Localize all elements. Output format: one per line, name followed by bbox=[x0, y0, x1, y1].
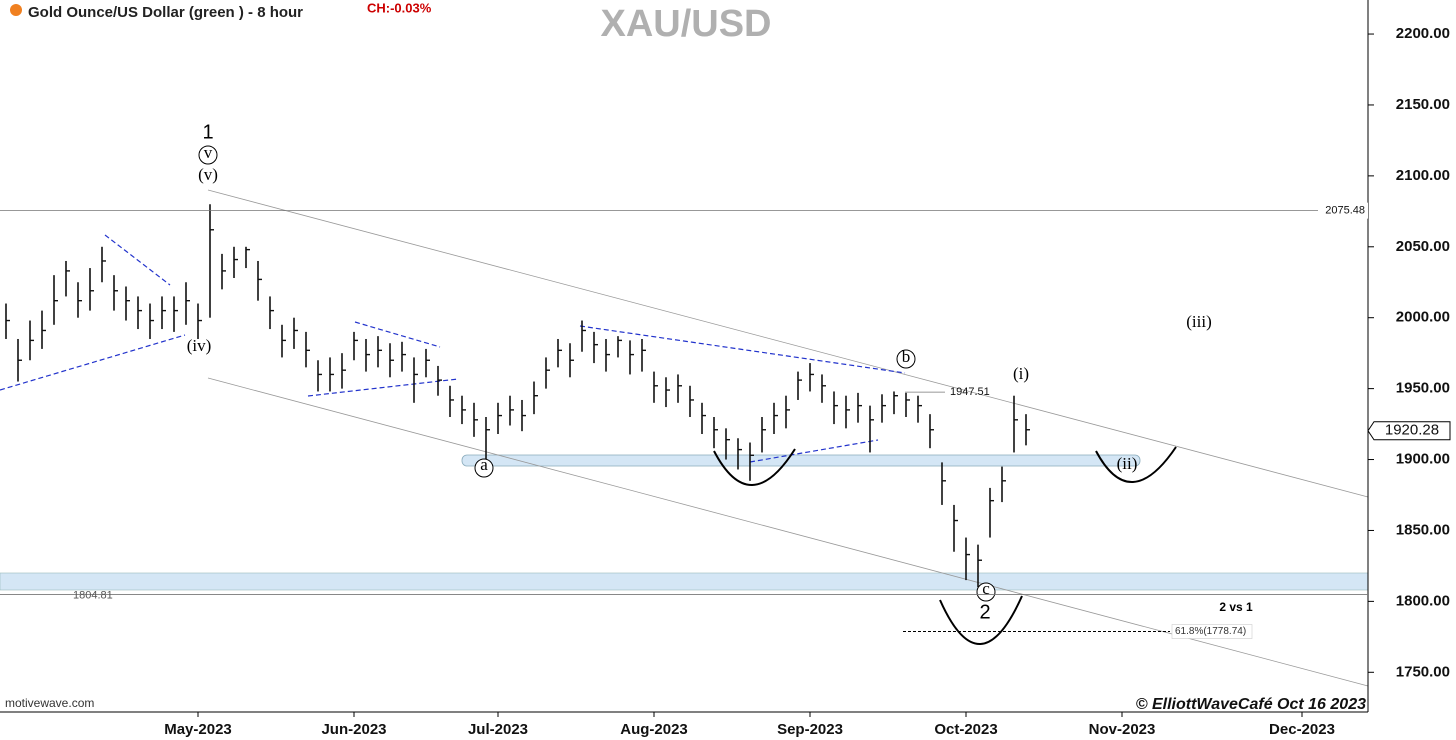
last-price-box bbox=[1367, 421, 1451, 441]
wave-label: (i) bbox=[1013, 364, 1029, 383]
fib-label-box bbox=[1171, 624, 1253, 639]
note: 2 vs 1 bbox=[1219, 600, 1253, 614]
label-circle bbox=[198, 145, 218, 165]
pattern-lines bbox=[0, 234, 906, 463]
wave-label: 1 bbox=[202, 121, 213, 143]
cup-curve bbox=[713, 448, 796, 486]
wave-label: v bbox=[204, 143, 213, 162]
plot-area bbox=[0, 0, 1368, 712]
x-tick-label: Nov-2023 bbox=[1089, 721, 1156, 738]
label-circle bbox=[474, 458, 494, 478]
wave-label: (iv) bbox=[187, 336, 212, 355]
price-bars bbox=[5, 204, 1030, 588]
level-label-bg bbox=[1318, 202, 1368, 219]
trend-line bbox=[749, 439, 879, 463]
level-label: 1947.51 bbox=[950, 386, 990, 398]
wave-label: (ii) bbox=[1117, 454, 1138, 473]
change: CH:-0.03% bbox=[367, 0, 432, 15]
fib-label: 61.8%(1778.74) bbox=[1175, 626, 1246, 637]
support-band bbox=[461, 454, 1141, 467]
cup-curve bbox=[1095, 446, 1177, 483]
trend-line bbox=[307, 378, 459, 397]
x-tick-label: Jun-2023 bbox=[321, 721, 386, 738]
trend-line bbox=[354, 321, 441, 348]
label-circle bbox=[976, 582, 996, 602]
y-tick-label: 2100.00 bbox=[1396, 167, 1450, 184]
support-band bbox=[0, 572, 1369, 591]
y-tick-label: 1950.00 bbox=[1396, 380, 1450, 397]
wave-labels: 1 v (v) (iv) a b (i) (ii) (iii) c 2 2 vs… bbox=[187, 121, 1253, 623]
label-circle bbox=[896, 349, 916, 369]
wave-label: c bbox=[982, 579, 990, 598]
credit: © ElliottWaveCafé Oct 16 2023 bbox=[1136, 696, 1366, 713]
wave-label: a bbox=[480, 455, 488, 474]
source: motivewave.com bbox=[5, 696, 94, 710]
y-tick-label: 1900.00 bbox=[1396, 451, 1450, 468]
x-tick-label: Aug-2023 bbox=[620, 721, 688, 738]
wave-label: (v) bbox=[198, 165, 218, 184]
y-tick-label: 1750.00 bbox=[1396, 663, 1450, 680]
level-label: 1804.81 bbox=[73, 589, 113, 601]
y-tick-label: 1800.00 bbox=[1396, 592, 1450, 609]
y-tick-label: 2200.00 bbox=[1396, 25, 1450, 42]
trend-line bbox=[0, 334, 186, 391]
last-price-label: 1920.28 bbox=[1385, 422, 1439, 439]
cup-curves bbox=[713, 446, 1177, 645]
series-dot bbox=[10, 4, 22, 16]
wave-label: (iii) bbox=[1186, 312, 1212, 331]
x-tick-label: May-2023 bbox=[164, 721, 232, 738]
y-tick-label: 2000.00 bbox=[1396, 309, 1450, 326]
x-tick-label: Jul-2023 bbox=[468, 721, 528, 738]
trend-line bbox=[104, 234, 171, 286]
wave-label: b bbox=[902, 347, 911, 366]
y-tick-label: 1850.00 bbox=[1396, 521, 1450, 538]
x-tick-label: Dec-2023 bbox=[1269, 721, 1335, 738]
chart-title: XAU/USD bbox=[600, 3, 771, 45]
y-tick-label: 2050.00 bbox=[1396, 238, 1450, 255]
x-tick-label: Sep-2023 bbox=[777, 721, 843, 738]
subtitle: Gold Ounce/US Dollar (green ) - 8 hour bbox=[28, 4, 303, 21]
level-label: 2075.48 bbox=[1325, 205, 1365, 217]
trend-line bbox=[579, 325, 906, 374]
channel-line bbox=[207, 189, 1369, 498]
wave-label: 2 bbox=[979, 601, 990, 623]
y-tick-label: 2150.00 bbox=[1396, 96, 1450, 113]
x-tick-label: Oct-2023 bbox=[934, 721, 997, 738]
cup-curve bbox=[939, 595, 1023, 645]
